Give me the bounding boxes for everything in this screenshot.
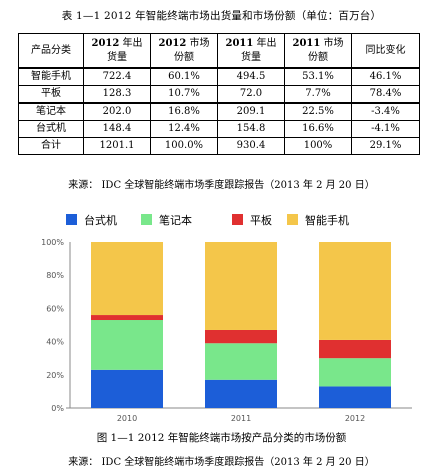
table-cell: 平板: [18, 85, 84, 104]
table-cell: 台式机: [18, 120, 84, 138]
y-tick-label: 20%: [46, 371, 64, 380]
table-cell: 148.4: [83, 120, 151, 138]
legend-label: 笔记本: [159, 213, 192, 227]
table-row: 台式机 148.4 12.4% 154.8 16.6% -4.1%: [18, 120, 420, 138]
table-title: 表 1—1 2012 年智能终端市场出货量和市场份额（单位：百万台）: [61, 10, 382, 22]
table-cell: 合计: [18, 137, 84, 155]
table-cell: 72.0: [217, 85, 285, 104]
table-cell: 78.4%: [351, 85, 420, 104]
table-cell: 494.5: [217, 67, 285, 86]
header-2012-share: 2012 市场 份额: [150, 33, 218, 69]
x-tick-label: 2012: [345, 414, 365, 423]
table-cell: 100%: [284, 137, 352, 155]
legend-label: 智能手机: [305, 213, 349, 227]
bar-segment: [91, 315, 163, 321]
legend-swatch: [287, 214, 298, 225]
table-row-total: 合计 1201.1 100.0% 930.4 100% 29.1%: [18, 137, 420, 155]
bar-segment: [91, 242, 163, 316]
table-cell: 128.3: [83, 85, 151, 104]
table-source: 来源： IDC 全球智能终端市场季度跟踪报告（2013 年 2 月 20 日）: [68, 180, 375, 191]
table-cell: 154.8: [217, 120, 285, 138]
bar-segment: [319, 358, 391, 387]
bar-segment: [91, 320, 163, 370]
table-cell: 209.1: [217, 102, 285, 121]
table-row: 平板 128.3 10.7% 72.0 7.7% 78.4%: [18, 85, 420, 104]
table-cell: 12.4%: [150, 120, 218, 138]
x-tick-label: 2010: [117, 414, 137, 423]
header-yoy-change: 同比变化: [351, 33, 420, 69]
figure-caption: 图 1—1 2012 年智能终端市场按产品分类的市场份额: [96, 432, 347, 444]
table-cell: 100.0%: [150, 137, 218, 155]
table-cell: 10.7%: [150, 85, 218, 104]
y-tick-label: 0%: [51, 404, 64, 413]
y-tick-label: 80%: [46, 271, 64, 280]
bar-segment: [91, 369, 163, 408]
x-tick-label: 2011: [231, 414, 251, 423]
table-cell: 7.7%: [284, 85, 352, 104]
legend-swatch: [232, 214, 243, 225]
shipment-table: 产品分类 2012 年出 货量 2012 市场 份额 2011 年出 货量 2011 …: [18, 33, 420, 155]
table-header-row: 产品分类 2012 年出 货量 2012 市场 份额 2011 年出 货量 2011 …: [18, 33, 420, 69]
bar-segment: [319, 339, 391, 359]
y-tick-label: 40%: [46, 338, 64, 347]
legend-label: 平板: [250, 213, 272, 227]
market-share-chart: 台式机 笔记本 平板 智能手机 0% 20% 40% 60% 80% 100% 2010 2011 20…: [41, 213, 412, 423]
bar-segment: [205, 379, 277, 408]
table-cell: 29.1%: [351, 137, 420, 155]
table-cell: -4.1%: [351, 120, 420, 138]
table-cell: 笔记本: [18, 102, 84, 121]
table-row: 智能手机 722.4 60.1% 494.5 53.1% 46.1%: [18, 67, 420, 86]
table-cell: 16.6%: [284, 120, 352, 138]
table-cell: 智能手机: [18, 67, 84, 86]
legend-swatch: [141, 214, 152, 225]
header-2011-shipments: 2011 年出 货量: [217, 33, 285, 69]
y-tick-label: 60%: [46, 304, 64, 313]
table-cell: 53.1%: [284, 67, 352, 86]
header-2012-shipments: 2012 年出 货量: [83, 33, 151, 69]
table-cell: -3.4%: [351, 102, 420, 121]
table-row: 笔记本 202.0 16.8% 209.1 22.5% -3.4%: [18, 102, 420, 121]
table-cell: 46.1%: [351, 67, 420, 86]
figure-source: 来源： IDC 全球智能终端市场季度跟踪报告（2013 年 2 月 20 日）: [68, 457, 375, 468]
legend-label: 台式机: [84, 213, 117, 227]
table-cell: 16.8%: [150, 102, 218, 121]
bar-segment: [319, 386, 391, 408]
table-cell: 930.4: [217, 137, 285, 155]
table-cell: 22.5%: [284, 102, 352, 121]
table-cell: 60.1%: [150, 67, 218, 86]
header-category: 产品分类: [18, 33, 84, 69]
header-2011-share: 2011 市场 份额: [284, 33, 352, 69]
bar-segment: [205, 329, 277, 344]
bar-segment: [319, 242, 391, 340]
bar-segment: [205, 242, 277, 330]
legend-swatch: [66, 214, 77, 225]
bar-segment: [205, 343, 277, 380]
table-cell: 1201.1: [83, 137, 151, 155]
y-tick-label: 100%: [41, 238, 64, 247]
table-cell: 202.0: [83, 102, 151, 121]
table-cell: 722.4: [83, 67, 151, 86]
